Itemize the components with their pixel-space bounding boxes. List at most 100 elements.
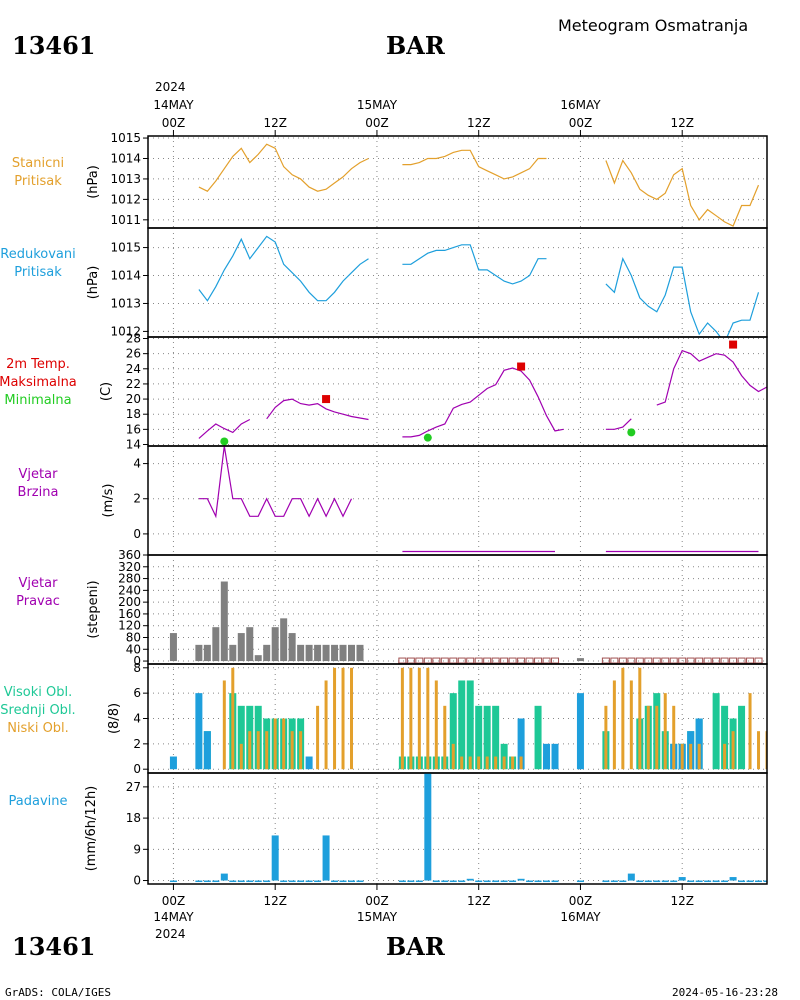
ytick-label: 160 [118,607,141,621]
wind-dir-bar [246,627,254,662]
calm-wind-marker [500,657,509,664]
ytick-label: 24 [126,362,141,376]
cloud-bar [466,680,474,770]
ytick-label: 280 [118,572,141,586]
ytick-label: 4 [133,712,141,726]
bottom-hour-label: 12Z [670,894,694,908]
cloud-bar [663,693,667,770]
wind-dir-bar [237,633,245,662]
precip-bar [755,880,763,883]
precip-bar [670,880,678,883]
cloud-bar [534,705,542,770]
precip-bar [551,880,559,883]
panel-title-line: Pritisak [14,265,62,280]
ytick-label: 8 [133,661,141,675]
precip-bar [288,880,296,883]
calm-wind-marker [551,657,560,664]
precip-bar [738,880,746,883]
wind-dir-bar [288,633,296,662]
ytick-label: 26 [126,347,141,361]
cloud-bar [721,705,729,770]
panel-title-line: Niski Obl. [7,721,69,736]
ytick-label: 0 [133,527,141,541]
cloud-bar [551,743,559,770]
precip-bar [610,880,618,883]
calm-wind-marker [483,657,492,664]
panel-title-line: Srednji Obl. [0,703,75,718]
calm-wind-marker [423,657,432,664]
panel-unit-label: (stepeni) [86,580,101,638]
calm-wind-marker [508,657,517,664]
series-line [402,244,547,285]
precip-bar [653,880,661,883]
cloud-bar [757,731,761,770]
top-day-label: 14MAY [153,98,194,112]
panel-title-line: Pravac [16,594,60,609]
ytick-label: 1015 [110,131,141,145]
series-line [402,367,564,438]
ytick-label: 120 [118,619,141,633]
precip-bar [500,880,508,883]
cloud-bar [475,705,483,770]
ytick-label: 1014 [110,151,141,165]
bottom-time-axis: 00Z 12Z 00Z 12Z 00Z 12Z 14MAY 15MAY 16MAY [153,884,694,924]
panel-title-line: Brzina [18,485,59,500]
precip-bar [619,880,627,883]
ytick-label: 4 [133,457,141,471]
wind-dir-bar [356,644,364,662]
top-day-label: 16MAY [560,98,601,112]
ytick-label: 1012 [110,324,141,338]
top-hour-label: 00Z [162,116,186,130]
precip-bar [746,880,754,883]
precip-bar [195,880,203,883]
precip-bar [636,880,644,883]
min-temp-marker [627,428,636,437]
ytick-label: 2 [133,492,141,506]
calm-wind-marker [720,657,729,664]
cloud-bar [697,743,701,770]
ytick-label: 14 [126,437,141,451]
precip-bar [526,880,534,883]
precip-bar [280,880,288,883]
wind-dir-bar [297,644,305,662]
panel-frame [147,227,768,338]
cloud-bar [426,667,430,770]
station-name-bottom: BAR [386,932,446,961]
cloud-bar [443,705,447,770]
series-line [402,149,547,180]
top-hour-label: 12Z [467,116,491,130]
precip-bar [449,880,457,883]
cloud-bar [468,756,472,770]
ytick-label: 360 [118,548,141,562]
ytick-label: 0 [133,762,141,776]
precip-bar [492,880,500,883]
cloud-bar [460,756,464,770]
panel-unit-label: (m/s) [101,484,116,518]
wind-dir-bar [195,644,203,662]
cloud-bar [265,731,269,770]
cloud-bar [316,705,320,770]
precip-bar [534,880,542,883]
calm-wind-marker [466,657,475,664]
wind-dir-bar [576,658,584,662]
wind-dir-bar [229,644,237,662]
series-group [198,235,760,337]
panel-unit-label: (hPa) [86,165,101,199]
calm-wind-marker [661,657,670,664]
bottom-hour-label: 12Z [467,894,491,908]
cloud-bar [237,705,245,770]
top-hour-label: 12Z [263,116,287,130]
series-line [198,143,369,192]
series-group [198,446,759,553]
wind-dir-bar [169,633,177,662]
precip-bar [220,873,228,881]
cloud-bar [222,680,226,770]
series-line [198,418,251,439]
precip-bar [475,880,483,883]
cloud-bar [483,705,491,770]
station-name-top: BAR [386,31,446,60]
cloud-bar [400,667,404,770]
panel-frame [147,135,768,229]
